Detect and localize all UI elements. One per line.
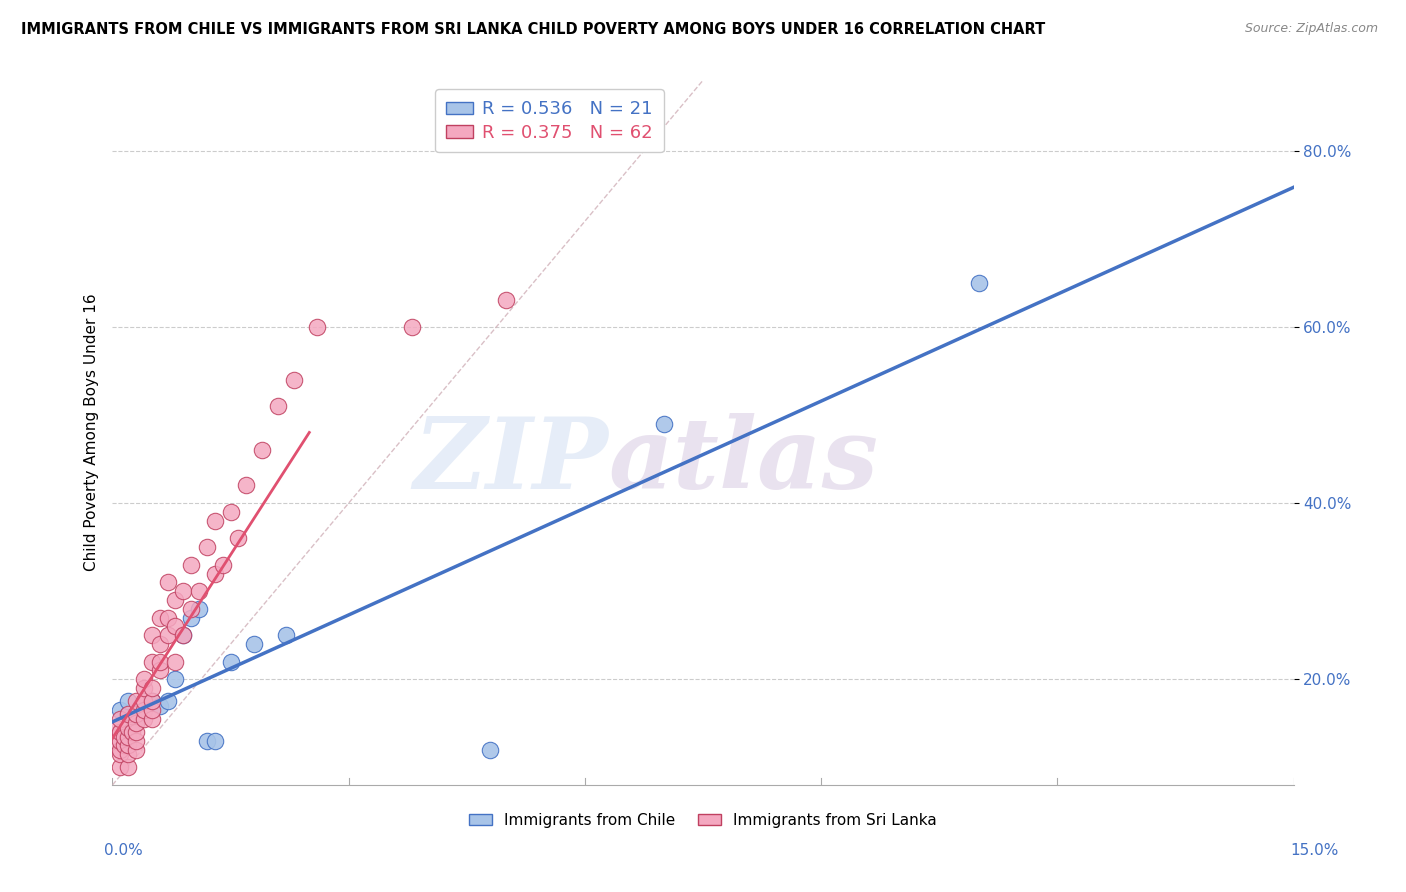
Text: 15.0%: 15.0% bbox=[1291, 843, 1339, 858]
Point bbox=[132, 681, 155, 695]
Point bbox=[188, 601, 211, 615]
Point bbox=[165, 619, 187, 633]
Text: Source: ZipAtlas.com: Source: ZipAtlas.com bbox=[1244, 22, 1378, 36]
Point bbox=[195, 734, 218, 748]
Point bbox=[141, 712, 163, 726]
Point bbox=[141, 681, 163, 695]
Point bbox=[204, 566, 226, 581]
Point bbox=[149, 610, 172, 624]
Point bbox=[141, 694, 163, 708]
Point bbox=[112, 730, 135, 744]
Point bbox=[132, 694, 155, 708]
Point bbox=[267, 399, 290, 413]
Legend: Immigrants from Chile, Immigrants from Sri Lanka: Immigrants from Chile, Immigrants from S… bbox=[463, 806, 943, 834]
Point bbox=[117, 730, 139, 744]
Point bbox=[165, 673, 187, 687]
Point bbox=[219, 505, 242, 519]
Point bbox=[117, 747, 139, 761]
Point bbox=[165, 655, 187, 669]
Point bbox=[149, 698, 172, 713]
Point bbox=[652, 417, 675, 431]
Point bbox=[495, 293, 517, 308]
Point bbox=[132, 703, 155, 717]
Point bbox=[117, 707, 139, 722]
Point bbox=[117, 739, 139, 753]
Text: IMMIGRANTS FROM CHILE VS IMMIGRANTS FROM SRI LANKA CHILD POVERTY AMONG BOYS UNDE: IMMIGRANTS FROM CHILE VS IMMIGRANTS FROM… bbox=[21, 22, 1045, 37]
Point bbox=[112, 739, 135, 753]
Point bbox=[180, 601, 202, 615]
Point bbox=[172, 628, 194, 642]
Text: atlas: atlas bbox=[609, 413, 879, 509]
Point bbox=[110, 734, 132, 748]
Point bbox=[274, 628, 297, 642]
Y-axis label: Child Poverty Among Boys Under 16: Child Poverty Among Boys Under 16 bbox=[83, 293, 98, 572]
Text: ZIP: ZIP bbox=[413, 413, 609, 509]
Point bbox=[180, 610, 202, 624]
Point bbox=[307, 319, 329, 334]
Point bbox=[105, 721, 128, 735]
Point bbox=[180, 558, 202, 572]
Point bbox=[149, 664, 172, 678]
Point bbox=[149, 637, 172, 651]
Point bbox=[156, 575, 179, 590]
Point bbox=[125, 716, 148, 731]
Text: 0.0%: 0.0% bbox=[104, 843, 143, 858]
Point bbox=[204, 514, 226, 528]
Point bbox=[235, 478, 257, 492]
Point bbox=[132, 712, 155, 726]
Point bbox=[141, 694, 163, 708]
Point bbox=[121, 725, 143, 739]
Point bbox=[967, 276, 990, 290]
Point bbox=[110, 747, 132, 761]
Point bbox=[110, 725, 132, 739]
Point bbox=[141, 703, 163, 717]
Point bbox=[110, 725, 132, 739]
Point bbox=[125, 742, 148, 756]
Point bbox=[188, 584, 211, 599]
Point bbox=[165, 593, 187, 607]
Point bbox=[132, 703, 155, 717]
Point bbox=[125, 712, 148, 726]
Point bbox=[141, 655, 163, 669]
Point bbox=[228, 531, 250, 545]
Point bbox=[250, 443, 273, 458]
Point bbox=[132, 673, 155, 687]
Point bbox=[211, 558, 233, 572]
Point bbox=[125, 725, 148, 739]
Point bbox=[110, 703, 132, 717]
Point bbox=[204, 734, 226, 748]
Point bbox=[479, 742, 502, 756]
Point bbox=[219, 655, 242, 669]
Point bbox=[125, 694, 148, 708]
Point bbox=[195, 540, 218, 554]
Point bbox=[243, 637, 266, 651]
Point bbox=[125, 734, 148, 748]
Point bbox=[141, 628, 163, 642]
Point bbox=[110, 742, 132, 756]
Point bbox=[172, 584, 194, 599]
Point bbox=[110, 712, 132, 726]
Point bbox=[117, 760, 139, 774]
Point bbox=[156, 694, 179, 708]
Point bbox=[117, 721, 139, 735]
Point bbox=[125, 707, 148, 722]
Point bbox=[105, 734, 128, 748]
Point bbox=[117, 707, 139, 722]
Point bbox=[156, 610, 179, 624]
Point bbox=[156, 628, 179, 642]
Point bbox=[149, 655, 172, 669]
Point bbox=[110, 760, 132, 774]
Point bbox=[117, 694, 139, 708]
Point bbox=[401, 319, 423, 334]
Point bbox=[283, 373, 305, 387]
Point bbox=[172, 628, 194, 642]
